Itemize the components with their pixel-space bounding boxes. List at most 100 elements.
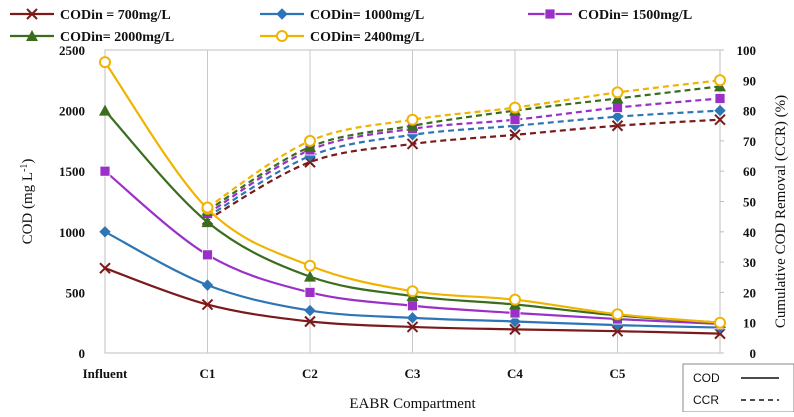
ccr-line	[206, 79, 721, 209]
right-y-tick-label: 10	[743, 316, 756, 331]
data-point-marker	[304, 304, 316, 317]
data-point-marker	[611, 86, 624, 99]
data-point-marker	[714, 104, 726, 117]
marker-stroke	[304, 156, 316, 168]
legend-label: CODin = 700mg/L	[60, 8, 171, 23]
data-point-marker	[304, 270, 316, 282]
data-point-marker	[202, 249, 213, 261]
data-point-marker	[304, 156, 316, 168]
data-point-marker	[304, 134, 316, 147]
marker-stroke	[611, 120, 624, 132]
ccr-line	[206, 85, 721, 212]
legend-entry: CODin = 700mg/L	[10, 8, 171, 23]
data-point-marker	[611, 110, 624, 123]
data-point-marker	[99, 104, 111, 116]
data-point-marker	[714, 327, 726, 340]
marker-stroke	[509, 129, 521, 141]
data-point-marker	[509, 323, 521, 336]
data-point-marker	[406, 138, 419, 150]
right-y-tick-label: 60	[743, 164, 756, 179]
data-point-marker	[509, 315, 521, 328]
ccr-line	[206, 109, 721, 218]
legend-entry: CODin= 1500mg/L	[528, 8, 692, 23]
data-point-marker	[714, 316, 726, 329]
data-point-marker	[201, 298, 214, 311]
data-point-marker	[99, 262, 111, 274]
left-y-tick-label: 2500	[59, 43, 85, 58]
x-tick-label: Influent	[83, 366, 128, 381]
data-point-marker	[611, 325, 624, 337]
data-point-marker	[201, 201, 214, 214]
data-point-marker	[509, 114, 521, 126]
x-tick-label: C4	[507, 366, 523, 381]
line-style-label: CCR	[693, 393, 719, 407]
left-y-tick-label: 1500	[59, 164, 85, 179]
legend-label: CODin= 1500mg/L	[578, 8, 692, 23]
right-y-axis-title: Cumulative COD Removal (CCR) (%)	[773, 95, 789, 328]
right-y-tick-label: 90	[743, 73, 756, 88]
marker-stroke	[26, 8, 38, 20]
legend-entry: CODin= 1000mg/L	[260, 8, 424, 23]
data-point-marker	[714, 93, 726, 104]
data-point-marker	[544, 8, 556, 20]
legend-label: CODin= 1000mg/L	[310, 8, 424, 23]
data-point-marker	[304, 315, 316, 328]
right-y-tick-label: 50	[743, 195, 756, 210]
marker-stroke	[99, 262, 111, 274]
data-point-marker	[99, 226, 111, 238]
ccr-line	[206, 97, 721, 215]
line-style-legend: COD CCR	[682, 363, 794, 413]
legend-label: CODin= 2000mg/L	[60, 30, 174, 45]
data-point-marker	[406, 113, 419, 126]
legend-entry: CODin= 2400mg/L	[260, 30, 424, 45]
legend-label: CODin= 2400mg/L	[310, 30, 424, 45]
line-style-label: COD	[693, 371, 720, 385]
right-y-tick-label: 20	[743, 285, 756, 300]
marker-stroke	[201, 298, 214, 311]
x-tick-label: C5	[610, 366, 626, 381]
x-axis-title: EABR Compartment	[349, 396, 476, 412]
left-y-tick-label: 500	[66, 285, 86, 300]
data-point-marker	[406, 321, 419, 333]
data-point-marker	[276, 30, 288, 42]
right-y-tick-label: 70	[743, 134, 756, 149]
data-point-marker	[406, 312, 419, 324]
marker-stroke	[714, 113, 726, 126]
x-tick-label: C1	[200, 366, 216, 381]
data-point-marker	[509, 293, 521, 306]
data-point-marker	[407, 300, 418, 312]
data-point-marker	[611, 120, 624, 132]
data-point-marker	[276, 8, 288, 20]
right-y-tick-label: 100	[737, 43, 757, 58]
x-tick-label: C3	[405, 366, 421, 381]
right-y-tick-label: 40	[743, 225, 756, 240]
series-1	[99, 113, 726, 340]
data-point-marker	[714, 113, 726, 126]
right-y-tick-label: 30	[743, 255, 756, 270]
marker-stroke	[406, 138, 419, 150]
left-y-tick-label: 0	[79, 346, 86, 361]
left-y-axis-title: COD (mg L-1)	[19, 159, 36, 245]
marker-stroke	[611, 325, 624, 337]
data-point-marker	[714, 74, 726, 87]
left-y-tick-label: 2000	[59, 104, 85, 119]
data-point-marker	[612, 102, 623, 113]
marker-stroke	[406, 321, 419, 333]
data-point-marker	[26, 8, 38, 20]
left-y-tick-label: 1000	[59, 225, 85, 240]
data-point-marker	[304, 286, 316, 298]
data-point-marker	[26, 30, 38, 41]
data-point-marker	[99, 56, 111, 69]
data-point-marker	[304, 259, 316, 272]
data-point-marker	[509, 129, 521, 141]
data-point-marker	[201, 279, 214, 291]
ccr-line	[206, 118, 721, 221]
right-y-tick-label: 0	[750, 346, 757, 361]
data-point-marker	[99, 165, 111, 177]
series-5	[99, 56, 726, 329]
marker-stroke	[714, 327, 726, 340]
x-tick-label: C2	[302, 366, 318, 381]
data-point-marker	[201, 216, 214, 228]
